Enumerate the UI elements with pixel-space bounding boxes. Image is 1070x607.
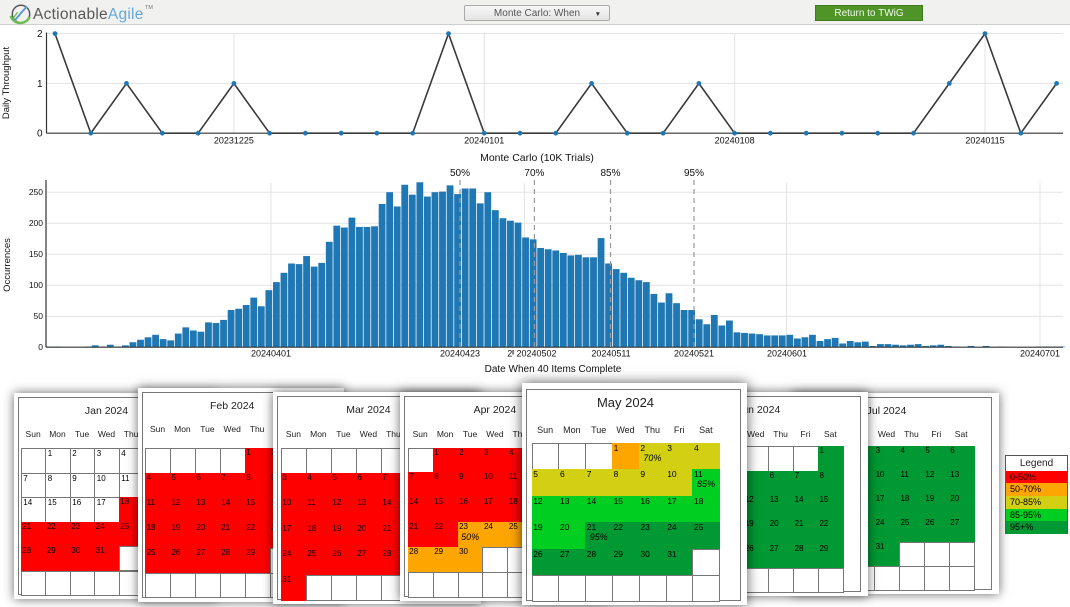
- svg-text:20240601: 20240601: [767, 349, 807, 359]
- svg-text:Daily Throughput: Daily Throughput: [1, 47, 12, 120]
- svg-text:95%: 95%: [684, 168, 704, 179]
- svg-text:20240401: 20240401: [251, 349, 291, 359]
- svg-text:TM: TM: [145, 5, 153, 11]
- svg-text:ActionableAgile: ActionableAgile: [33, 6, 144, 23]
- svg-text:20240101: 20240101: [464, 136, 504, 146]
- svg-text:50%: 50%: [450, 168, 470, 179]
- svg-text:20240511: 20240511: [591, 349, 630, 359]
- svg-text:150: 150: [29, 249, 43, 259]
- svg-text:Date When 40 Items Complete: Date When 40 Items Complete: [485, 364, 622, 375]
- svg-text:20240521: 20240521: [674, 349, 714, 359]
- svg-text:20240108: 20240108: [715, 136, 755, 146]
- svg-text:20240115: 20240115: [965, 136, 1004, 146]
- svg-text:20231225: 20231225: [214, 136, 254, 146]
- svg-text:2: 2: [37, 29, 43, 40]
- svg-text:0: 0: [37, 129, 43, 140]
- svg-text:85%: 85%: [600, 168, 620, 179]
- svg-text:2: 2: [507, 349, 512, 359]
- svg-text:50: 50: [34, 311, 44, 321]
- svg-text:20240701: 20240701: [1020, 349, 1060, 359]
- svg-text:200: 200: [29, 218, 43, 228]
- svg-text:20240502: 20240502: [516, 349, 556, 359]
- svg-text:1: 1: [37, 79, 43, 90]
- svg-text:20240423: 20240423: [440, 349, 480, 359]
- svg-text:70%: 70%: [524, 168, 544, 179]
- svg-text:250: 250: [29, 187, 43, 197]
- svg-text:Monte Carlo (10K Trials): Monte Carlo (10K Trials): [480, 152, 594, 164]
- svg-text:0: 0: [38, 342, 43, 352]
- svg-text:Occurrences: Occurrences: [2, 238, 13, 292]
- svg-text:100: 100: [29, 280, 43, 290]
